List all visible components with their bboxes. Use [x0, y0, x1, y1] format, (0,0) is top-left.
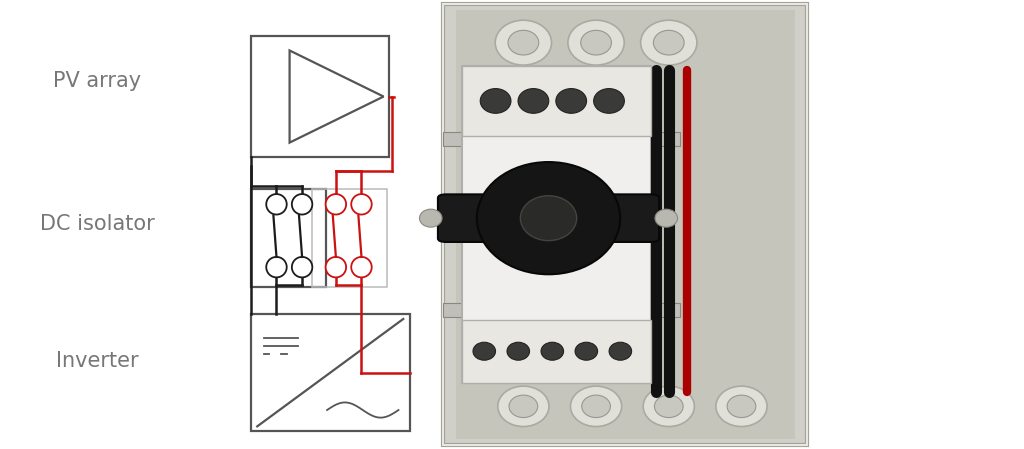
Bar [456, 10, 795, 439]
Ellipse shape [594, 88, 625, 113]
Ellipse shape [641, 20, 697, 65]
Ellipse shape [509, 395, 538, 418]
Bar [443, 4, 807, 445]
Ellipse shape [520, 196, 577, 241]
Ellipse shape [581, 30, 611, 55]
Ellipse shape [292, 257, 312, 277]
Ellipse shape [643, 386, 694, 427]
Bar [251, 36, 389, 157]
Bar [251, 314, 410, 431]
Bar [443, 4, 807, 445]
Ellipse shape [653, 30, 684, 55]
Text: Inverter: Inverter [56, 352, 138, 371]
Ellipse shape [266, 257, 287, 277]
Ellipse shape [727, 395, 756, 418]
Ellipse shape [556, 88, 587, 113]
Bar [443, 304, 680, 317]
Ellipse shape [568, 20, 625, 65]
Ellipse shape [570, 386, 622, 427]
Ellipse shape [541, 342, 563, 360]
Ellipse shape [582, 395, 610, 418]
Bar [443, 132, 680, 145]
Ellipse shape [609, 342, 632, 360]
Bar [312, 189, 387, 287]
Text: PV array: PV array [53, 71, 141, 91]
Bar [462, 66, 650, 136]
Ellipse shape [575, 342, 598, 360]
Ellipse shape [518, 88, 549, 113]
Bar [462, 320, 650, 383]
Text: DC isolator: DC isolator [40, 215, 155, 234]
Bar [443, 4, 807, 445]
Ellipse shape [326, 257, 346, 277]
Ellipse shape [508, 30, 539, 55]
Ellipse shape [655, 209, 678, 227]
Ellipse shape [266, 194, 287, 215]
Bar [462, 66, 650, 383]
Ellipse shape [351, 257, 372, 277]
Ellipse shape [351, 194, 372, 215]
FancyBboxPatch shape [438, 194, 659, 242]
Ellipse shape [507, 342, 529, 360]
Ellipse shape [716, 386, 767, 427]
Ellipse shape [292, 194, 312, 215]
Ellipse shape [480, 88, 511, 113]
Ellipse shape [473, 342, 496, 360]
Bar [251, 189, 326, 287]
Ellipse shape [654, 395, 683, 418]
Ellipse shape [496, 20, 552, 65]
Ellipse shape [420, 209, 442, 227]
Ellipse shape [477, 162, 621, 274]
Ellipse shape [498, 386, 549, 427]
Ellipse shape [326, 194, 346, 215]
